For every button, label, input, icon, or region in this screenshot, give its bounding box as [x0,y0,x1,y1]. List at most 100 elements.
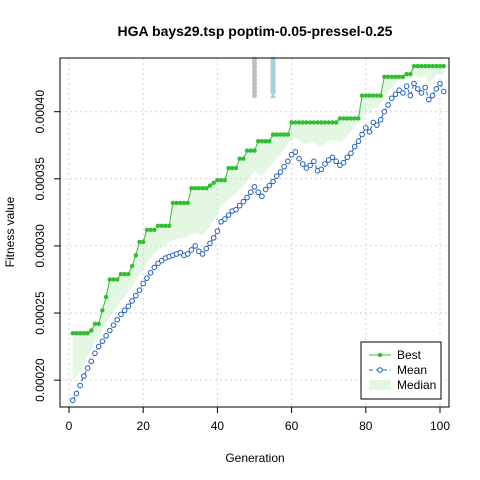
best-point [118,271,124,277]
best-point [411,63,417,69]
mean-point [329,154,336,161]
best-point [389,74,394,79]
best-point [326,120,331,125]
best-point [311,120,317,125]
best-point [122,271,127,277]
best-point [404,71,409,77]
best-point [237,156,242,161]
legend-marker-mean [377,367,383,373]
mean-point [411,80,417,87]
y-axis-label: Fitness value [3,196,17,267]
mean-point [203,245,210,252]
mean-point [363,125,369,131]
best-point [307,120,313,125]
overflow-circle [251,64,258,70]
best-point [371,93,376,98]
overflow-circle [251,84,258,91]
best-point [85,330,90,336]
overflow-circle [251,68,258,75]
y-tick-label: 0.00025 [33,291,47,335]
mean-point [155,260,161,267]
mean-point [129,298,135,304]
best-point [189,186,194,191]
mean-point [370,119,377,126]
best-point [74,330,79,336]
best-point [103,294,109,300]
overflow-triangle [270,76,277,82]
mean-point [177,249,184,256]
mean-point [414,86,421,92]
mean-point [273,173,280,179]
best-point [304,120,309,125]
mean-point [426,96,432,103]
mean-point [140,280,146,287]
mean-point [95,343,102,350]
mean-point [303,165,310,171]
best-point [356,116,361,121]
mean-point [348,150,354,157]
mean-point [299,161,306,167]
mean-point [69,397,76,404]
legend-label: Best [397,348,422,362]
best-point [204,186,209,191]
mean-point [247,189,254,196]
best-point [441,63,446,69]
mean-point [311,158,317,165]
y-tick-label: 0.00020 [33,358,47,402]
best-point [281,132,287,137]
best-point [211,180,216,186]
mean-point [322,161,328,167]
best-point [415,63,420,69]
best-point [233,165,239,171]
mean-point [125,303,132,310]
best-point [107,277,113,282]
best-point [278,132,283,137]
best-point [319,120,324,125]
best-point [341,116,346,121]
best-point [170,200,176,206]
median-band [72,66,444,381]
legend-marker-best [377,352,383,358]
best-point [89,328,94,333]
mean-point [307,162,313,169]
best-point [230,165,235,171]
legend-swatch-median [369,380,391,390]
best-point [408,71,413,77]
y-tick-label: 0.00040 [33,90,47,134]
best-point [396,74,402,79]
best-point [96,321,101,326]
best-point [426,63,432,69]
best-point [293,120,298,125]
mean-point [259,193,265,200]
best-point [241,156,246,161]
best-point [367,93,372,98]
mean-point [285,158,291,165]
best-point [322,120,328,125]
best-point [141,239,146,245]
best-point [333,120,339,125]
best-point [385,74,391,79]
mean-point [433,86,440,92]
mean-point [184,251,191,257]
mean-point [158,257,165,264]
best-point [337,116,343,121]
mean-point [288,151,295,158]
plot-frame [59,57,450,408]
mean-point [340,159,347,166]
mean-point [344,154,351,161]
mean-point [266,182,273,189]
mean-point [107,327,113,334]
best-point [419,63,424,69]
mean-point [351,143,358,150]
best-point [374,93,380,98]
best-point [359,93,365,98]
mean-point [385,102,391,108]
overflow-triangle [270,68,277,74]
chart-title: HGA bays29.tsp poptim-0.05-pressel-0.25 [118,23,393,39]
mean-point [84,365,91,371]
mean-point [132,292,139,299]
mean-point [92,350,98,357]
best-point [434,63,439,69]
best-point [378,93,383,98]
